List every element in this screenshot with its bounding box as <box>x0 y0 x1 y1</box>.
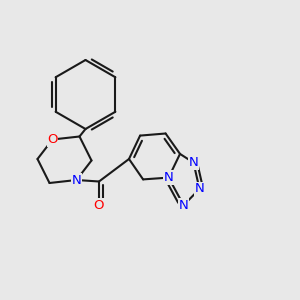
Text: O: O <box>94 199 104 212</box>
Text: O: O <box>47 133 58 146</box>
Text: N: N <box>179 199 188 212</box>
Text: N: N <box>195 182 204 196</box>
Text: N: N <box>72 173 81 187</box>
Text: N: N <box>164 171 173 184</box>
Text: N: N <box>189 156 198 169</box>
